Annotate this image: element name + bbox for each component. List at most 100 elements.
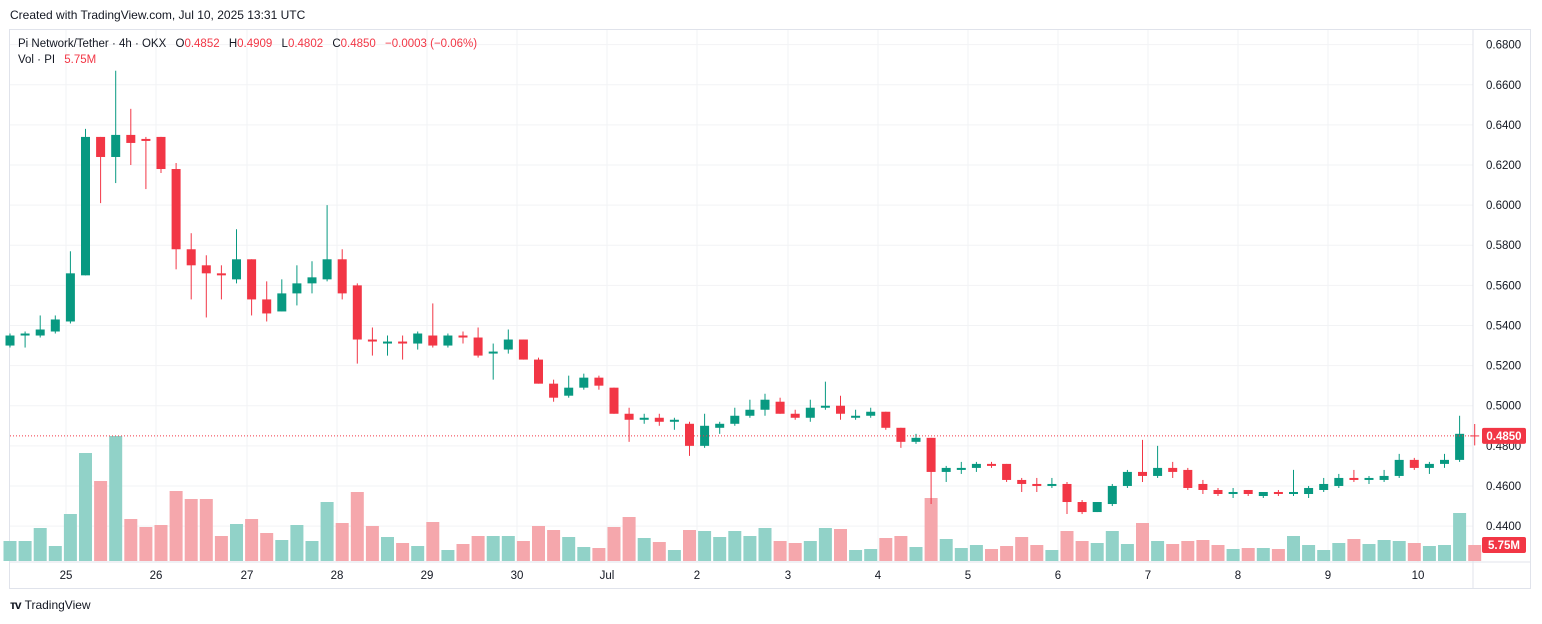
candle-body [503,339,513,350]
time-tick-label: 7 [1145,570,1151,582]
volume-row: Vol · PI 5.75M [18,52,477,68]
time-tick-label: 28 [331,570,344,582]
candle-body [156,136,166,170]
volume-label[interactable]: Vol · PI [18,54,56,66]
candle-body [851,415,861,418]
volume-bar [1287,536,1300,561]
volume-bar [592,548,606,561]
volume-bar [1377,540,1391,561]
last-volume-badge [1482,537,1526,553]
tradingview-footer[interactable]: ᴛv TradingView [10,598,91,612]
volume-bar [622,517,636,561]
candle-body [790,413,800,418]
last-price-badge [1482,427,1526,444]
candle-body [926,437,936,472]
high-value: 0.4909 [237,38,273,50]
volume-bar [698,531,712,561]
volume-bar [1271,549,1285,561]
volume-bar [773,541,787,561]
candle-body [987,463,996,466]
volume-bar [230,524,243,561]
volume-bar [637,538,651,561]
volume-bar [879,538,893,561]
time-tick-label: 29 [421,570,434,582]
volume-bar [1407,543,1421,561]
volume-bars [3,436,1482,561]
price-tick-label: 0.6200 [1486,160,1521,172]
price-tick-label: 0.5600 [1486,280,1521,292]
symbol-label[interactable]: Pi Network/Tether · 4h · OKX [18,38,167,50]
candle-body [1077,502,1087,513]
volume-bar [456,544,470,561]
volume-bar [864,549,878,561]
candle-body [911,437,921,442]
candle-body [1470,435,1480,437]
candle-body [1319,483,1329,490]
volume-bar [381,537,394,561]
candle-body [337,259,347,294]
volume-bar [954,548,968,561]
price-tick-label: 0.5800 [1486,240,1521,252]
candle-body [1168,467,1178,472]
volume-bar [486,536,500,561]
candle-body [232,259,241,280]
candle-body [186,249,196,266]
time-tick-label: 5 [965,570,971,582]
volume-bar [1181,541,1195,561]
candle-body [65,273,75,322]
candle-body [1122,471,1132,486]
volume-bar [260,533,274,561]
high-label: H [228,38,238,50]
time-tick-label: 30 [511,570,524,582]
candle-body [1273,491,1283,494]
candle-body [1364,477,1374,480]
volume-bar [124,519,138,561]
time-tick-label: 3 [785,570,791,582]
candle-body [1107,485,1117,505]
candle-body [1062,483,1072,503]
volume-bar [1015,537,1029,561]
price-axis: 0.6800 0.6600 0.6400 0.6200 0.6000 0.5800 0.56… [1486,40,1521,533]
ohlc-row: Pi Network/Tether · 4h · OKX O0.4852 H0.… [18,36,477,52]
volume-bar [79,453,92,561]
volume-bar [18,541,32,561]
volume-bar [184,499,198,561]
low-label: L [281,38,288,50]
price-tick-label: 0.4800 [1486,441,1521,453]
candle-body [322,259,332,280]
volume-bar [1347,539,1361,561]
volume-bar [396,543,410,561]
grid-lines [10,30,1531,588]
chart-frame[interactable] [9,29,1531,589]
open-label: O [175,38,185,50]
volume-bar [1151,541,1165,561]
candle-body [866,411,876,416]
volume-bar [894,536,908,561]
price-tick-label: 0.6000 [1486,200,1521,212]
candle-body [488,351,498,354]
volume-bar [1196,540,1210,561]
candle-body [1379,475,1389,480]
volume-bar [199,499,213,561]
time-tick-label: 4 [875,570,882,582]
volume-bar [48,546,62,561]
volume-bar [426,522,440,561]
volume-value: 5.75M [64,54,97,66]
candle-body [428,335,438,346]
volume-bar [1438,545,1451,561]
volume-bar [1453,513,1467,561]
candles [5,70,1480,515]
volume-bar [909,547,923,561]
volume-bar [109,436,123,561]
candle-body [1349,477,1359,480]
candle-body [171,169,181,250]
candle-body [111,134,121,157]
candle-body [1047,483,1057,486]
volume-bar [607,527,621,561]
candle-body [609,387,619,414]
candle-body [141,138,151,141]
volume-bar [758,528,772,561]
candle-body [715,423,725,428]
volume-bar [683,530,696,561]
